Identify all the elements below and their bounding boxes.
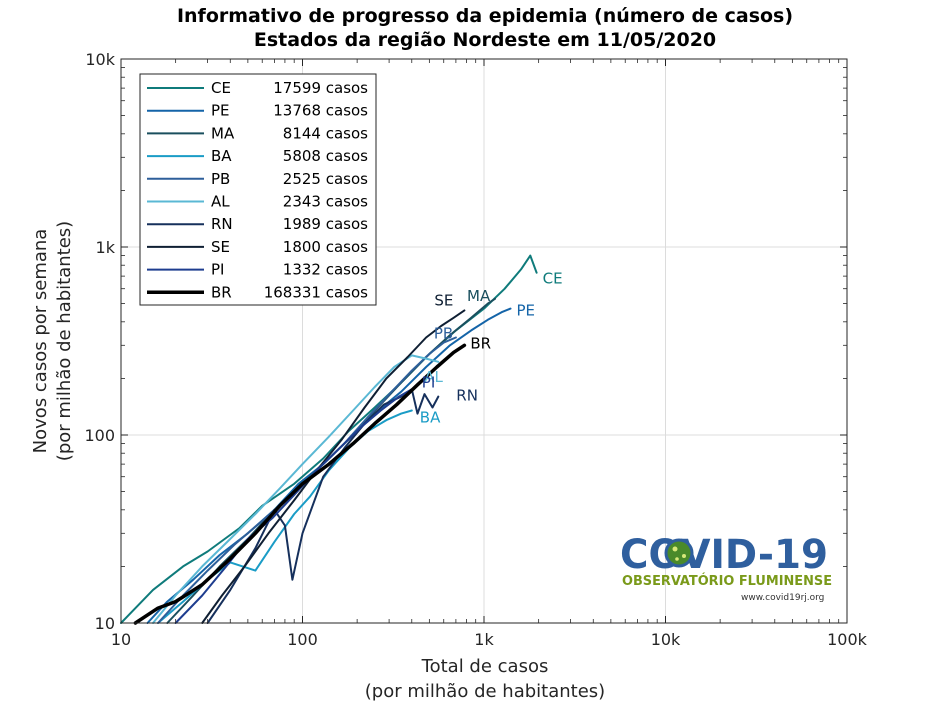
legend-label-ma: MA [211, 124, 235, 142]
chart-title-line-1: Informativo de progresso da epidemia (nú… [177, 5, 793, 27]
end-label-rn: RN [456, 387, 478, 405]
y-tick-label: 10 [95, 614, 115, 633]
covid19-logo: COVID-19 OBSERVATÓRIO FLUMINENSE www.cov… [620, 532, 832, 603]
logo-url: www.covid19rj.org [741, 593, 824, 603]
legend-cases-ce: 17599 casos [273, 79, 368, 97]
legend-label-rn: RN [211, 215, 233, 233]
legend-label-se: SE [211, 238, 230, 256]
x-tick-label: 1k [474, 630, 494, 649]
legend-label-ba: BA [211, 147, 232, 165]
legend-cases-br: 168331 casos [264, 283, 368, 301]
y-axis-label-line-2: (por milhão de habitantes) [54, 221, 75, 461]
end-label-ba: BA [420, 409, 441, 427]
legend-label-ce: CE [211, 79, 231, 97]
legend-cases-al: 2343 casos [283, 193, 368, 211]
end-label-pb: PB [434, 325, 453, 343]
x-tick-label: 10 [111, 630, 131, 649]
end-label-al: AL [424, 368, 443, 386]
legend-label-pi: PI [211, 261, 224, 279]
legend-label-br: BR [211, 283, 232, 301]
end-label-ce: CE [543, 270, 563, 288]
chart-title-line-2: Estados da região Nordeste em 11/05/2020 [254, 29, 716, 51]
legend-box [139, 73, 377, 306]
x-tick-label: 100k [827, 630, 868, 649]
series-line-ce [120, 254, 538, 624]
y-tick-label: 100 [84, 426, 115, 445]
logo-title: COVID-19 [620, 532, 828, 578]
virus-icon [664, 538, 694, 568]
x-axis-label-line-1: Total de casos [421, 656, 549, 677]
end-label-pi: PI [422, 373, 435, 391]
legend-cases-rn: 1989 casos [283, 215, 368, 233]
y-tick-label: 10k [85, 50, 115, 69]
legend-cases-ba: 5808 casos [283, 147, 368, 165]
legend: CE 17599 casos PE 13768 casos MA 8144 casos BA… [139, 73, 377, 306]
legend-cases-pb: 2525 casos [283, 170, 368, 188]
y-tick-label: 1k [96, 238, 116, 257]
series-line-br [133, 343, 467, 625]
logo-subtitle: OBSERVATÓRIO FLUMINENSE [622, 573, 832, 589]
legend-cases-se: 1800 casos [283, 238, 368, 256]
ticks: 10 100 1k 10k 100k 10 100 1k 10k [84, 50, 867, 649]
legend-cases-pe: 13768 casos [273, 102, 368, 120]
end-label-ma: MA [467, 287, 491, 305]
series-line-se [201, 309, 466, 624]
y-axis-label-line-1: Novos casos por semana [30, 229, 51, 454]
end-label-se: SE [434, 291, 453, 309]
legend-label-pb: PB [211, 170, 230, 188]
legend-cases-ma: 8144 casos [283, 124, 368, 142]
end-label-pe: PE [517, 302, 536, 320]
x-tick-label: 10k [651, 630, 681, 649]
series-layer [120, 254, 538, 625]
series-line-al [152, 354, 440, 624]
x-tick-label: 100 [287, 630, 318, 649]
legend-label-pe: PE [211, 102, 230, 120]
legend-cases-pi: 1332 casos [283, 261, 368, 279]
x-axis-label-line-2: (por milhão de habitantes) [365, 681, 605, 702]
end-label-br: BR [470, 334, 491, 352]
legend-label-al: AL [211, 193, 230, 211]
